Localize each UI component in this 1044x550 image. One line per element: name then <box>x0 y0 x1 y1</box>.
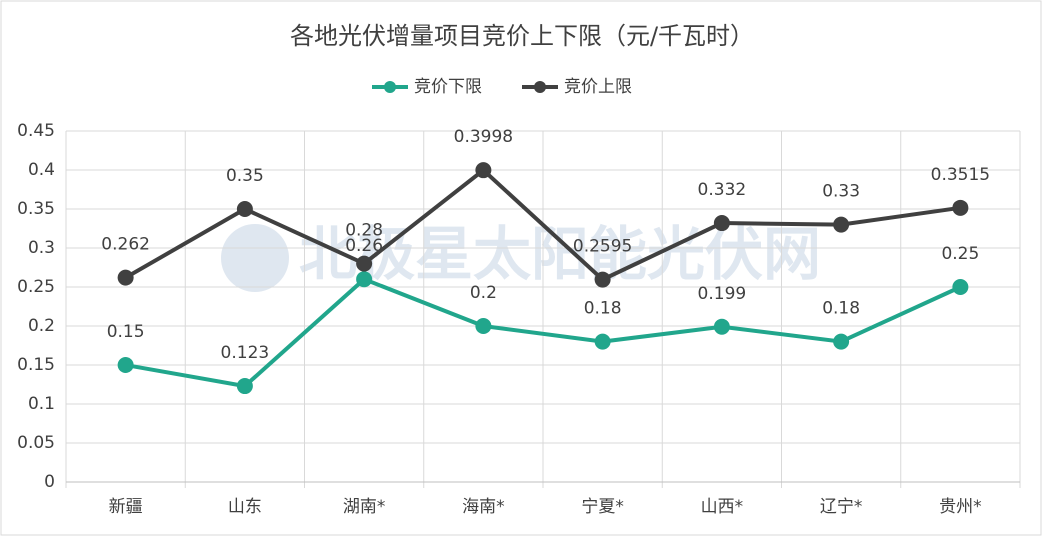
data-label: 0.18 <box>584 299 622 319</box>
x-tick-label: 贵州* <box>939 497 982 517</box>
data-point <box>117 357 134 373</box>
y-tick-label: 0.3 <box>28 238 55 258</box>
data-label: 0.3515 <box>931 165 990 185</box>
x-tick-label: 山东 <box>228 497 262 517</box>
legend-label: 竞价上限 <box>564 77 632 97</box>
legend-label: 竞价下限 <box>414 77 482 97</box>
data-point <box>952 199 969 216</box>
series-line <box>125 276 962 389</box>
x-tick-label: 山西* <box>701 497 744 517</box>
data-point <box>833 216 850 233</box>
data-label: 0.332 <box>698 180 747 200</box>
data-label: 0.18 <box>822 299 860 319</box>
data-point <box>952 279 969 295</box>
data-point <box>475 162 492 179</box>
data-point <box>236 378 253 395</box>
series-line <box>124 167 961 282</box>
legend-marker <box>534 81 546 93</box>
data-label: 0.199 <box>698 284 747 304</box>
data-label: 0.3998 <box>454 127 513 147</box>
data-label: 0.2 <box>470 283 497 303</box>
watermark: 北极星太阳能光伏网 <box>299 220 821 288</box>
data-label: 0.15 <box>107 322 145 342</box>
data-point <box>594 271 611 288</box>
data-label: 0.123 <box>221 343 270 363</box>
x-tick-label: 辽宁* <box>820 497 863 517</box>
data-label: 0.28 <box>345 221 383 241</box>
data-point <box>713 215 730 232</box>
data-point <box>117 269 134 286</box>
data-label: 0.26 <box>345 236 383 256</box>
y-tick-label: 0.45 <box>17 121 55 141</box>
data-label: 0.262 <box>101 235 150 255</box>
y-tick-label: 0.05 <box>17 433 55 453</box>
data-point <box>356 271 373 288</box>
y-tick-label: 0.2 <box>28 316 55 336</box>
x-tick-label: 海南* <box>462 497 505 517</box>
y-tick-label: 0.15 <box>17 355 55 375</box>
y-tick-label: 0.25 <box>17 277 55 297</box>
chart-border <box>0 0 1042 536</box>
legend-marker <box>384 81 396 93</box>
data-point <box>475 318 492 334</box>
y-tick-label: 0.35 <box>17 199 55 219</box>
chart-title: 各地光伏增量项目竞价上下限（元/千瓦时） <box>290 22 754 50</box>
data-label: 0.33 <box>822 182 860 202</box>
y-tick-label: 0.4 <box>28 160 55 180</box>
y-tick-label: 0 <box>44 472 55 492</box>
x-tick-label: 湖南* <box>343 497 386 517</box>
data-label: 0.2595 <box>573 237 632 257</box>
data-point <box>594 333 611 350</box>
data-label: 0.25 <box>941 244 979 264</box>
data-point <box>236 201 253 217</box>
data-label: 0.35 <box>226 166 264 186</box>
y-tick-label: 0.1 <box>28 394 55 414</box>
data-point <box>833 333 850 350</box>
x-tick-label: 新疆 <box>109 497 143 517</box>
data-point <box>356 255 373 272</box>
watermark-logo <box>221 224 289 292</box>
x-tick-label: 宁夏* <box>581 497 624 517</box>
data-point <box>713 318 730 335</box>
